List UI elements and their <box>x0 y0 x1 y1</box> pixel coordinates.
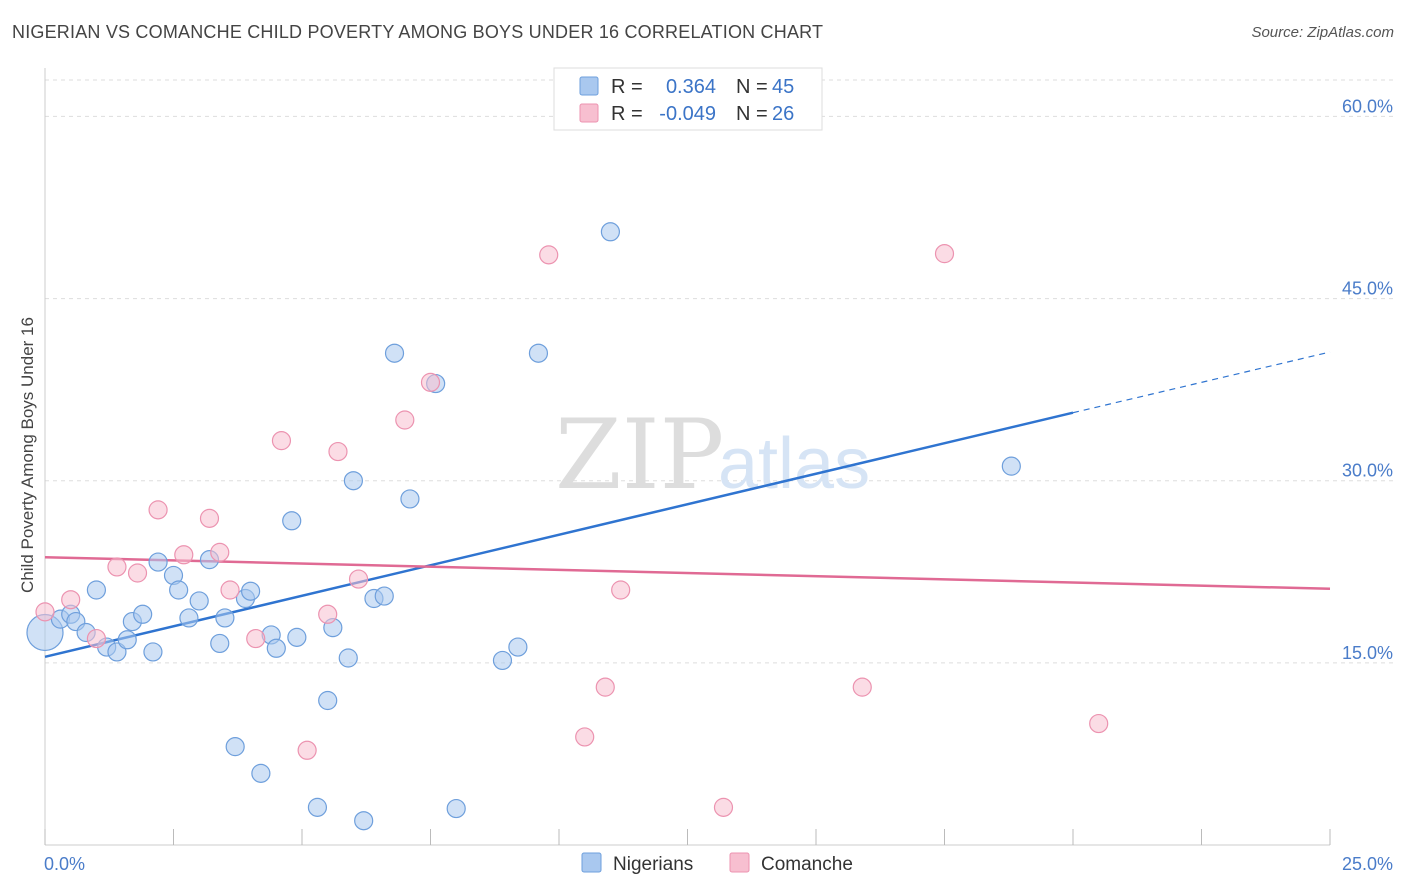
trend-lines <box>44 351 1331 659</box>
point-nigerians-37 <box>400 489 420 509</box>
point-nigerians-41 <box>508 637 528 657</box>
point-comanche-12 <box>297 740 317 760</box>
point-comanche-2 <box>86 628 107 649</box>
point-comanche-22 <box>713 797 734 817</box>
point-comanche-11 <box>271 431 292 451</box>
legend-n-value-nigerians: 45 <box>772 76 794 98</box>
watermark: ZIP atlas <box>555 399 870 511</box>
point-comanche-0 <box>35 602 55 622</box>
point-nigerians-31 <box>338 648 358 668</box>
x-tick-label-max: 25.0% <box>1342 854 1393 874</box>
point-comanche-25 <box>1089 713 1109 734</box>
trend-line-comanche <box>44 555 1331 591</box>
bottom-legend: Nigerians Comanche <box>581 852 853 875</box>
x-tick-label-min: 0.0% <box>44 854 85 874</box>
point-nigerians-35 <box>374 586 394 606</box>
point-nigerians-21 <box>241 581 261 601</box>
x-tick-labels: 0.0% 25.0% <box>44 854 1393 874</box>
legend-box <box>553 67 823 131</box>
point-comanche-20 <box>595 677 615 697</box>
point-comanche-17 <box>420 372 441 392</box>
point-comanche-7 <box>199 508 220 528</box>
bottom-legend-label-comanche: Comanche <box>761 854 853 875</box>
point-comanche-1 <box>61 590 81 610</box>
point-nigerians-18 <box>210 633 230 654</box>
point-comanche-21 <box>611 580 631 600</box>
trend-line-extension-nigerians <box>1072 351 1331 414</box>
point-nigerians-33 <box>354 811 374 831</box>
point-comanche-8 <box>210 542 230 562</box>
point-comanche-23 <box>852 677 872 697</box>
point-nigerians-23 <box>251 763 271 783</box>
point-nigerians-15 <box>179 608 199 628</box>
data-points <box>26 222 1109 831</box>
grid-lines <box>45 79 1395 664</box>
point-nigerians-36 <box>384 343 405 363</box>
bottom-legend-swatch-comanche <box>729 852 750 873</box>
legend-r-label-comanche: R = <box>611 103 643 125</box>
point-comanche-9 <box>220 580 240 600</box>
point-nigerians-27 <box>287 627 307 647</box>
point-nigerians-25 <box>266 638 286 658</box>
point-nigerians-42 <box>528 343 549 363</box>
point-nigerians-10 <box>133 604 153 624</box>
legend-n-label-comanche: N = <box>736 103 768 125</box>
point-nigerians-44 <box>1001 456 1021 476</box>
y-tick-label-2: 45.0% <box>1342 279 1393 299</box>
legend-r-value-comanche: -0.049 <box>659 103 716 125</box>
point-nigerians-29 <box>318 690 338 711</box>
legend-r-label-nigerians: R = <box>611 76 643 98</box>
point-nigerians-12 <box>148 552 168 572</box>
axes <box>44 68 1331 846</box>
point-comanche-16 <box>395 410 415 430</box>
chart-title: NIGERIAN VS COMANCHE CHILD POVERTY AMONG… <box>12 22 824 42</box>
point-nigerians-8 <box>117 630 137 650</box>
point-comanche-6 <box>174 545 194 565</box>
point-nigerians-43 <box>600 222 621 242</box>
legend-n-label-nigerians: N = <box>736 76 768 98</box>
y-tick-label-3: 60.0% <box>1342 96 1393 116</box>
point-comanche-18 <box>539 245 559 265</box>
legend-n-value-comanche: 26 <box>772 103 794 125</box>
point-comanche-5 <box>148 500 168 520</box>
point-nigerians-22 <box>225 737 245 757</box>
point-nigerians-16 <box>189 591 209 611</box>
point-comanche-10 <box>246 628 266 649</box>
y-tick-labels: 15.0% 30.0% 45.0% 60.0% <box>1342 96 1393 662</box>
source-label: Source: ZipAtlas.com <box>1251 24 1394 41</box>
point-comanche-13 <box>318 604 338 624</box>
point-nigerians-11 <box>143 642 163 662</box>
point-comanche-3 <box>107 557 127 577</box>
legend-swatch-comanche <box>579 103 599 123</box>
point-nigerians-32 <box>343 471 363 491</box>
point-nigerians-5 <box>86 580 107 600</box>
point-nigerians-28 <box>307 797 328 817</box>
point-nigerians-14 <box>169 580 189 600</box>
point-comanche-15 <box>348 569 369 589</box>
point-comanche-19 <box>575 727 595 747</box>
watermark-zip: ZIP <box>555 399 724 511</box>
y-tick-label-0: 15.0% <box>1342 643 1393 663</box>
point-comanche-4 <box>127 563 148 583</box>
point-nigerians-39 <box>446 798 466 819</box>
bottom-legend-swatch-nigerians <box>581 852 602 873</box>
y-tick-label-1: 30.0% <box>1342 461 1393 481</box>
legend-swatch-nigerians <box>579 76 599 96</box>
legend: R = 0.364 N = 45 R = -0.049 N = 26 <box>553 67 823 131</box>
point-comanche-14 <box>328 441 348 462</box>
point-nigerians-26 <box>282 511 302 531</box>
point-nigerians-19 <box>215 608 235 628</box>
point-comanche-24 <box>934 244 955 264</box>
legend-r-value-nigerians: 0.364 <box>666 76 716 98</box>
point-nigerians-40 <box>492 650 513 671</box>
bottom-legend-label-nigerians: Nigerians <box>613 854 693 875</box>
